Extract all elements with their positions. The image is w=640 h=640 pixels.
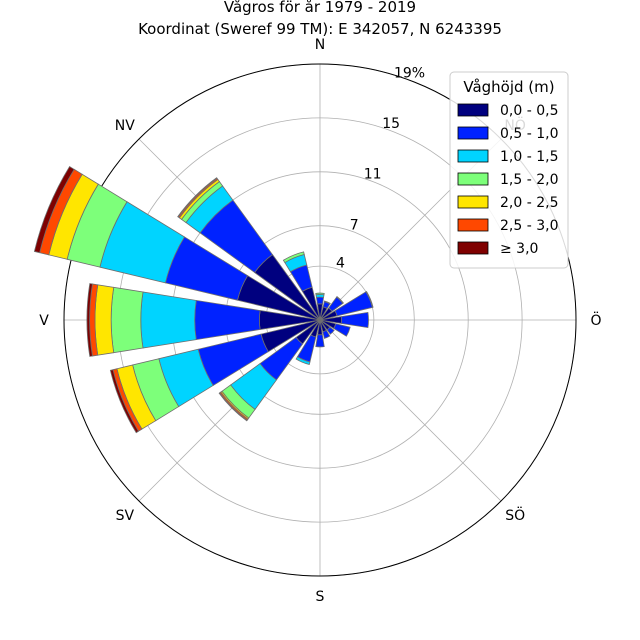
rose-bar-segment bbox=[177, 177, 218, 218]
ring-label: 19% bbox=[394, 65, 425, 81]
rose-bar-segment bbox=[323, 300, 331, 305]
rose-bar-segment bbox=[140, 291, 197, 349]
rose-bar-segment bbox=[340, 311, 369, 329]
rose-bar-segment bbox=[94, 284, 115, 356]
legend-swatch bbox=[457, 149, 489, 163]
chart-subtitle: Koordinat (Sweref 99 TM): E 342057, N 62… bbox=[138, 20, 502, 38]
direction-label: V bbox=[39, 313, 49, 329]
legend-swatch bbox=[457, 126, 489, 140]
ring-labels: 4 7 11 15 19% bbox=[336, 65, 425, 271]
ring-label: 7 bbox=[350, 217, 359, 233]
rose-bar-segment bbox=[336, 296, 344, 304]
legend-label: ≥ 3,0 bbox=[500, 241, 538, 257]
polar-frame bbox=[63, 63, 577, 577]
legend-swatch bbox=[457, 103, 489, 117]
ring-label: 15 bbox=[382, 116, 400, 132]
direction-label: NV bbox=[115, 118, 135, 134]
legend-swatch bbox=[457, 218, 489, 232]
ring-label: 4 bbox=[336, 255, 345, 271]
rose-bar-segment bbox=[218, 392, 248, 422]
rose-bar-segment bbox=[315, 296, 325, 305]
legend-swatch bbox=[457, 241, 489, 255]
direction-label: SÖ bbox=[505, 506, 525, 524]
rose-bar-segment bbox=[326, 326, 335, 335]
legend-swatch bbox=[457, 172, 489, 186]
direction-label: N bbox=[315, 37, 325, 53]
rose-bar-segment bbox=[333, 323, 351, 337]
rose-bar-segment bbox=[365, 290, 374, 308]
legend-label: 1,5 - 2,0 bbox=[500, 172, 558, 188]
rose-bar-segment bbox=[315, 334, 325, 348]
legend-label: 1,0 - 1,5 bbox=[500, 149, 558, 165]
grid-spoke bbox=[319, 319, 502, 502]
rose-bars bbox=[33, 165, 374, 434]
legend-title: Våghöjd (m) bbox=[463, 78, 554, 96]
rose-bar-segment bbox=[110, 286, 144, 354]
rose-bar-segment bbox=[322, 329, 331, 339]
legend-label: 2,0 - 2,5 bbox=[500, 195, 558, 211]
legend-frame bbox=[449, 71, 569, 269]
legend-label: 2,5 - 3,0 bbox=[500, 218, 558, 234]
direction-label: S bbox=[316, 589, 325, 605]
rose-bar-segment bbox=[194, 299, 261, 341]
rose-bar-segment bbox=[86, 283, 93, 357]
rose-bar-segment bbox=[109, 369, 140, 434]
direction-label: SV bbox=[116, 508, 135, 524]
rose-bar-segment bbox=[295, 356, 311, 366]
legend-items: 0,0 - 0,5 0,5 - 1,0 1,0 - 1,5 1,5 - 2,0 2,0 … bbox=[457, 103, 558, 257]
rose-bar-segment bbox=[315, 292, 325, 296]
legend-label: 0,5 - 1,0 bbox=[500, 126, 558, 142]
ring-label: 11 bbox=[364, 167, 382, 183]
legend-swatch bbox=[457, 195, 489, 209]
legend: Våghöjd (m) 0,0 - 0,5 0,5 - 1,0 1,0 - 1,5 1… bbox=[449, 71, 569, 269]
rose-bar-segment bbox=[33, 165, 75, 254]
legend-label: 0,0 - 0,5 bbox=[500, 103, 558, 119]
rose-bar-segment bbox=[282, 251, 305, 264]
chart-title: Vågros för år 1979 - 2019 bbox=[224, 0, 416, 16]
direction-label: Ö bbox=[590, 311, 601, 329]
